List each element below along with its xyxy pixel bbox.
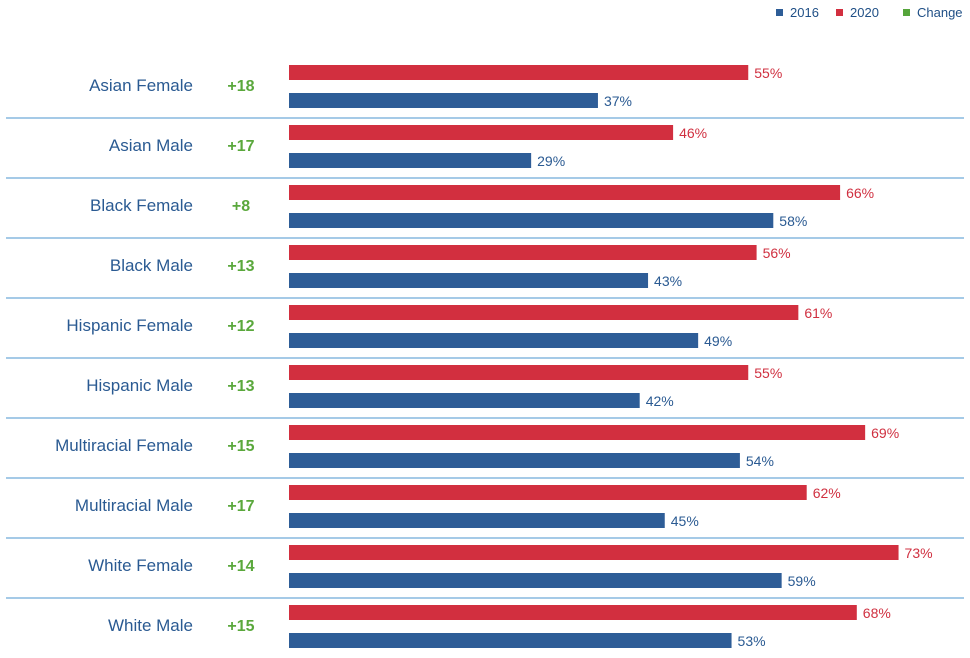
bar-2016 [289, 333, 699, 348]
value-label-2020: 46% [679, 125, 707, 141]
category-label: Asian Male [109, 136, 193, 155]
row-white-female: White Female +14 73% 59% [88, 545, 933, 589]
value-label-2020: 56% [763, 245, 791, 261]
bar-2016 [289, 213, 774, 228]
value-label-2020: 73% [905, 545, 933, 561]
value-label-2020: 68% [863, 605, 891, 621]
category-label: Multiracial Male [75, 496, 193, 515]
bar-2016 [289, 633, 732, 648]
value-label-2016: 45% [671, 513, 699, 529]
category-label: Hispanic Male [86, 376, 193, 395]
category-label: Black Female [90, 196, 193, 215]
row-black-female: Black Female +8 66% 58% [90, 185, 874, 229]
legend: 2016 2020 Change [776, 5, 963, 20]
bar-2016 [289, 153, 532, 168]
change-label: +12 [227, 318, 254, 335]
value-label-2016: 43% [654, 273, 682, 289]
legend-label-change: Change [917, 5, 963, 20]
change-label: +13 [227, 378, 254, 395]
row-hispanic-female: Hispanic Female +12 61% 49% [66, 305, 832, 349]
change-label: +8 [232, 198, 250, 215]
bar-2016 [289, 393, 640, 408]
value-label-2020: 55% [754, 65, 782, 81]
bar-2020 [289, 605, 857, 620]
value-label-2016: 49% [704, 333, 732, 349]
row-black-male: Black Male +13 56% 43% [110, 245, 791, 289]
bar-2020 [289, 545, 899, 560]
row-multiracial-female: Multiracial Female +15 69% 54% [55, 425, 899, 469]
bar-2016 [289, 573, 782, 588]
change-label: +17 [227, 138, 254, 155]
value-label-2016: 59% [788, 573, 816, 589]
change-label: +14 [227, 558, 254, 575]
row-dividers [6, 117, 964, 599]
change-label: +17 [227, 498, 254, 515]
bar-2020 [289, 485, 807, 500]
bar-2016 [289, 453, 740, 468]
bar-2020 [289, 365, 749, 380]
change-label: +15 [227, 618, 254, 635]
bar-2020 [289, 185, 841, 200]
row-hispanic-male: Hispanic Male +13 55% 42% [86, 365, 782, 409]
value-label-2016: 29% [537, 153, 565, 169]
bar-2016 [289, 93, 598, 108]
legend-swatch-2016 [776, 9, 783, 16]
bar-2016 [289, 513, 665, 528]
change-label: +18 [227, 78, 254, 95]
bar-2020 [289, 305, 799, 320]
bar-2016 [289, 273, 649, 288]
chart-rows: Asian Female +18 55% 37% Asian Male +17 46% 29%… [55, 65, 933, 649]
value-label-2020: 69% [871, 425, 899, 441]
row-asian-male: Asian Male +17 46% 29% [109, 125, 707, 169]
value-label-2020: 66% [846, 185, 874, 201]
change-label: +15 [227, 438, 254, 455]
value-label-2020: 55% [754, 365, 782, 381]
bar-2020 [289, 125, 674, 140]
value-label-2016: 58% [779, 213, 807, 229]
legend-swatch-change [903, 9, 910, 16]
change-label: +13 [227, 258, 254, 275]
category-label: White Female [88, 556, 193, 575]
value-label-2020: 61% [804, 305, 832, 321]
category-label: Asian Female [89, 76, 193, 95]
bar-2020 [289, 245, 757, 260]
row-multiracial-male: Multiracial Male +17 62% 45% [75, 485, 841, 529]
row-white-male: White Male +15 68% 53% [108, 605, 891, 649]
bar-2020 [289, 65, 749, 80]
legend-swatch-2020 [836, 9, 843, 16]
value-label-2016: 37% [604, 93, 632, 109]
category-label: White Male [108, 616, 193, 635]
value-label-2016: 53% [738, 633, 766, 649]
value-label-2016: 54% [746, 453, 774, 469]
legend-label-2016: 2016 [790, 5, 819, 20]
row-asian-female: Asian Female +18 55% 37% [89, 65, 782, 109]
bar-2020 [289, 425, 866, 440]
category-label: Multiracial Female [55, 436, 193, 455]
value-label-2016: 42% [646, 393, 674, 409]
value-label-2020: 62% [813, 485, 841, 501]
category-label: Black Male [110, 256, 193, 275]
legend-label-2020: 2020 [850, 5, 879, 20]
category-label: Hispanic Female [66, 316, 193, 335]
